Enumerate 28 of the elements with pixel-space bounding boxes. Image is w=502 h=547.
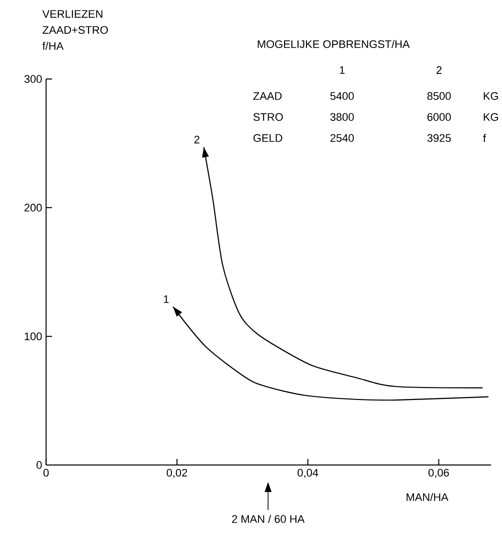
x-axis-title: MAN/HA [406,492,448,502]
x-tick-label: 0 [43,468,49,477]
annotation: KG [484,113,498,121]
text: 2 MAN / 60 HA [232,514,305,523]
annotation: 3800 [330,113,354,121]
text: 2 [436,66,442,74]
y-tick-label: 300 [24,75,42,83]
annotation: 8500 [427,92,451,100]
series-label: 2 [194,136,200,144]
annotation: f [483,134,486,142]
annotation: ZAAD [253,92,282,100]
annotation: STRO [253,113,283,121]
x-tick-label: 0,04 [298,468,318,478]
y-tick-label: 200 [24,204,42,212]
x-tick-label: 0,06 [428,468,449,478]
text: MOGELIJKE OPBRENGST/HA [258,40,410,48]
annotation: 5400 [330,92,354,100]
annotation: KG [484,92,498,100]
annotation: 3925 [427,134,451,142]
y-axis-title: VERLIEZEN ZAAD+STRO f/HA [42,10,108,50]
text: 1 [340,66,345,74]
x-tick-label: 0,02 [166,468,188,478]
y-tick-label: 0 [36,461,42,469]
series-label: 1 [164,295,169,303]
annotation: GELD [253,134,282,142]
annotation: 6000 [427,113,451,121]
annotation: 2540 [330,134,354,142]
y-tick-label: 100 [24,332,42,340]
